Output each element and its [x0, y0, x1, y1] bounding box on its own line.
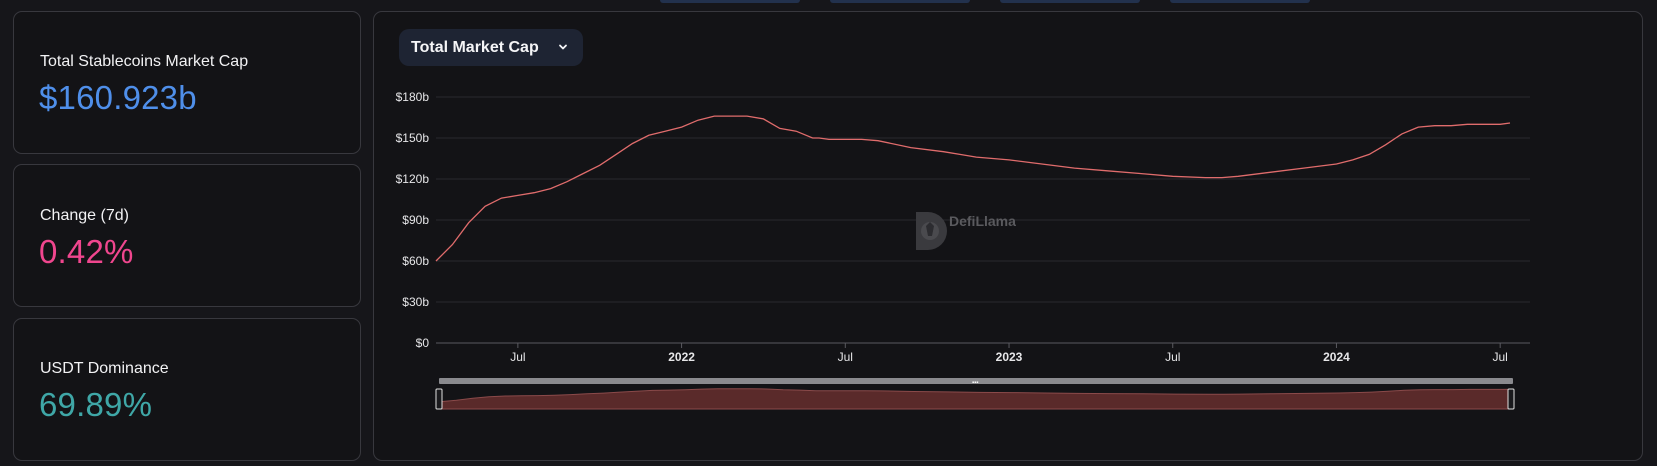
y-axis: $0 $30b $60b $90b $120b $150b $180b	[396, 90, 430, 350]
navigator-left-handle[interactable]	[435, 388, 443, 410]
y-tick-label: $150b	[396, 131, 430, 145]
top-tab-stub	[1000, 0, 1140, 3]
x-tick-label: 2022	[668, 350, 695, 364]
chevron-down-icon	[559, 44, 567, 50]
top-tab-stub	[830, 0, 970, 3]
y-tick-label: $90b	[402, 213, 429, 227]
stat-value: 69.89%	[39, 386, 153, 423]
watermark: DefiLlama	[916, 212, 1016, 250]
top-tab-stub	[1170, 0, 1310, 3]
top-tab-stub	[660, 0, 800, 3]
x-tick-label: Jul	[510, 350, 525, 364]
stat-label: Total Stablecoins Market Cap	[40, 53, 249, 70]
total-market-cap-card: Total Stablecoins Market Cap $160.923b	[13, 11, 361, 154]
chart-panel: Total Market Cap $0 $30b $60b $90b $120b $150…	[373, 11, 1643, 461]
chart-type-dropdown[interactable]: Total Market Cap	[399, 29, 583, 66]
series-line	[435, 115, 1511, 262]
x-tick-label: Jul	[838, 350, 853, 364]
watermark-text: DefiLlama	[949, 213, 1016, 229]
navigator-right-handle[interactable]	[1507, 388, 1515, 410]
stat-value: 0.42%	[39, 233, 134, 270]
x-tick-label: 2023	[996, 350, 1023, 364]
y-tick-label: $60b	[402, 254, 429, 268]
market-cap-chart[interactable]: $0$30b$60b$90b$120b$150b$180b Jul 2022 Jul…	[374, 12, 1642, 460]
x-tick-label: Jul	[1165, 350, 1180, 364]
navigator-grip-icon: ▪▪▪	[972, 380, 978, 386]
series-lines	[435, 115, 1511, 262]
y-tick-label: $30b	[402, 295, 429, 309]
x-tick-label: 2024	[1323, 350, 1350, 364]
grid-lines	[436, 96, 1530, 344]
stat-value: $160.923b	[39, 79, 197, 116]
change-7d-card: Change (7d) 0.42%	[13, 164, 361, 307]
range-navigator[interactable]: ▪▪▪	[435, 378, 1515, 410]
usdt-dominance-card: USDT Dominance 69.89%	[13, 318, 361, 461]
x-tick-label: Jul	[1493, 350, 1508, 364]
dropdown-label: Total Market Cap	[411, 38, 539, 56]
defillama-logo-icon	[916, 212, 947, 250]
stat-label: USDT Dominance	[40, 360, 169, 377]
y-tick-label: $180b	[396, 90, 430, 104]
y-tick-label: $0	[416, 336, 430, 350]
navigator-area	[439, 388, 1513, 410]
y-tick-label: $120b	[396, 172, 430, 186]
navigator-bar[interactable]	[439, 378, 1513, 384]
stat-label: Change (7d)	[40, 207, 129, 224]
x-axis: Jul 2022 Jul 2023 Jul 2024 Jul	[510, 343, 1508, 364]
